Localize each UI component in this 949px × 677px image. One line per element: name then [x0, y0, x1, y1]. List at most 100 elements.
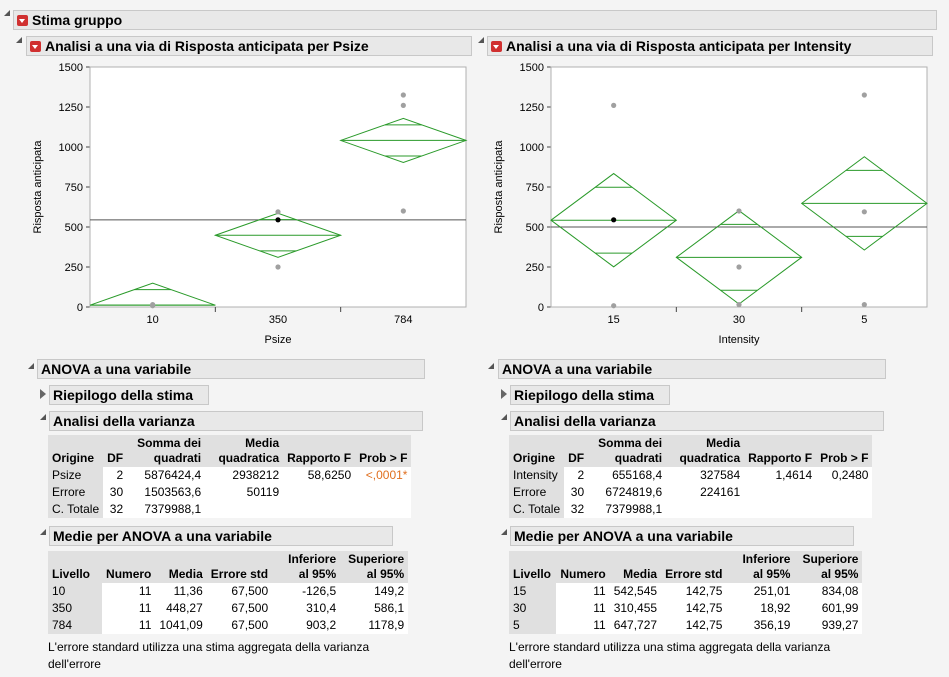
table-cell: 5: [509, 617, 557, 634]
table-cell: 30: [103, 484, 128, 501]
table-cell: 10: [48, 583, 103, 600]
summary-header[interactable]: Riepilogo della stima: [510, 385, 670, 405]
left-panel-header[interactable]: Analisi a una via di Risposta anticipata…: [26, 36, 472, 56]
table-row: 15 11 542,545 142,75 251,01 834,08: [509, 583, 863, 600]
table-cell: 356,19: [726, 617, 795, 634]
red-menu-icon[interactable]: [30, 40, 41, 52]
disclosure-open-icon[interactable]: [40, 414, 46, 420]
summary-header[interactable]: Riepilogo della stima: [49, 385, 209, 405]
means-header[interactable]: Medie per ANOVA a una variabile: [510, 526, 854, 546]
table-cell: [816, 501, 873, 518]
anova-header[interactable]: ANOVA a una variabile: [37, 359, 425, 379]
table-cell: 58,6250: [283, 467, 356, 484]
y-tick-label: 1250: [59, 102, 83, 114]
table-cell: 448,27: [155, 600, 207, 617]
column-header: Numero: [556, 551, 610, 583]
disclosure-open-icon[interactable]: [488, 363, 494, 369]
column-header: Origine: [509, 435, 565, 467]
table-cell: 30: [564, 484, 589, 501]
column-header: DF: [564, 435, 589, 467]
table-cell: 251,01: [726, 583, 795, 600]
variance-title: Analisi della varianza: [53, 413, 195, 429]
table-cell: 1503563,6: [127, 484, 206, 501]
data-point: [861, 209, 867, 215]
table-cell: 18,92: [726, 600, 795, 617]
data-point: [611, 303, 617, 309]
table-cell: 11: [556, 617, 610, 634]
table-cell: 11: [556, 583, 610, 600]
data-point: [736, 208, 742, 214]
table-cell: 1041,09: [155, 617, 207, 634]
table-cell: 2: [103, 467, 128, 484]
table-cell: 11: [102, 583, 156, 600]
disclosure-open-icon[interactable]: [16, 37, 22, 43]
y-tick-label: 500: [65, 222, 83, 234]
summary-title: Riepilogo della stima: [514, 387, 655, 403]
data-point: [861, 92, 867, 98]
table-cell: Errore: [48, 484, 104, 501]
table-cell: C. Totale: [48, 501, 104, 518]
table-cell: Errore: [509, 484, 565, 501]
disclosure-open-icon[interactable]: [28, 363, 34, 369]
disclosure-closed-icon[interactable]: [501, 389, 507, 399]
right-panel-header[interactable]: Analisi a una via di Risposta anticipata…: [487, 36, 933, 56]
y-tick-label: 1000: [59, 142, 83, 154]
table-cell: 586,1: [340, 600, 409, 617]
anova-header[interactable]: ANOVA a una variabile: [498, 359, 886, 379]
data-point: [275, 264, 281, 270]
variance-header[interactable]: Analisi della varianza: [510, 411, 884, 431]
root-header[interactable]: Stima gruppo: [13, 10, 937, 30]
table-cell: 655168,4: [588, 467, 667, 484]
disclosure-open-icon[interactable]: [40, 529, 46, 535]
table-cell: 224161: [666, 484, 745, 501]
table-cell: 1178,9: [340, 617, 409, 634]
column-header: Origine: [48, 435, 104, 467]
table-cell: 11,36: [155, 583, 207, 600]
table-cell: -126,5: [272, 583, 341, 600]
red-menu-icon[interactable]: [17, 14, 28, 26]
red-menu-icon[interactable]: [491, 40, 502, 52]
disclosure-open-icon[interactable]: [4, 10, 10, 16]
table-cell: Intensity: [509, 467, 565, 484]
x-axis-label: Intensity: [719, 334, 760, 346]
data-point: [400, 102, 406, 108]
data-point: [611, 102, 617, 108]
disclosure-closed-icon[interactable]: [40, 389, 46, 399]
table-cell: 2: [564, 467, 589, 484]
summary-title: Riepilogo della stima: [53, 387, 194, 403]
table-cell: 30: [509, 600, 557, 617]
column-header: Media quadratica: [205, 435, 284, 467]
table-cell: 67,500: [206, 600, 273, 617]
table-cell: 542,545: [609, 583, 662, 600]
y-tick-label: 250: [526, 262, 544, 274]
y-axis-label: Risposta anticipata: [493, 140, 505, 234]
table-cell: 7379988,1: [127, 501, 206, 518]
table-cell: 310,455: [609, 600, 662, 617]
x-tick-label: 30: [733, 314, 745, 326]
table-cell: 50119: [205, 484, 284, 501]
means-header[interactable]: Medie per ANOVA a una variabile: [49, 526, 393, 546]
table-cell: 327584: [666, 467, 745, 484]
anova-title: ANOVA a una variabile: [41, 361, 192, 377]
column-header: Inferiore al 95%: [726, 551, 795, 583]
table-cell: 11: [556, 600, 610, 617]
disclosure-open-icon[interactable]: [501, 414, 507, 420]
table-row: 350 11 448,27 67,500 310,4 586,1: [48, 600, 409, 617]
column-header: Media: [609, 551, 662, 583]
variance-header[interactable]: Analisi della varianza: [49, 411, 423, 431]
data-point: [400, 92, 406, 98]
column-header: Inferiore al 95%: [272, 551, 341, 583]
table-cell: Psize: [48, 467, 104, 484]
data-point: [275, 217, 281, 223]
column-header: Errore std: [661, 551, 727, 583]
means-table: Livello Numero Media Errore std Inferiore al…: [48, 551, 409, 634]
disclosure-open-icon[interactable]: [501, 529, 507, 535]
left-panel-title: Analisi a una via di Risposta anticipata…: [45, 38, 369, 54]
std-error-note: L'errore standard utilizza una stima agg…: [48, 640, 370, 671]
table-cell: C. Totale: [509, 501, 565, 518]
column-header: Rapporto F: [744, 435, 817, 467]
table-cell: 6724819,6: [588, 484, 667, 501]
data-point: [861, 302, 867, 308]
table-cell: 142,75: [661, 600, 727, 617]
disclosure-open-icon[interactable]: [478, 37, 484, 43]
